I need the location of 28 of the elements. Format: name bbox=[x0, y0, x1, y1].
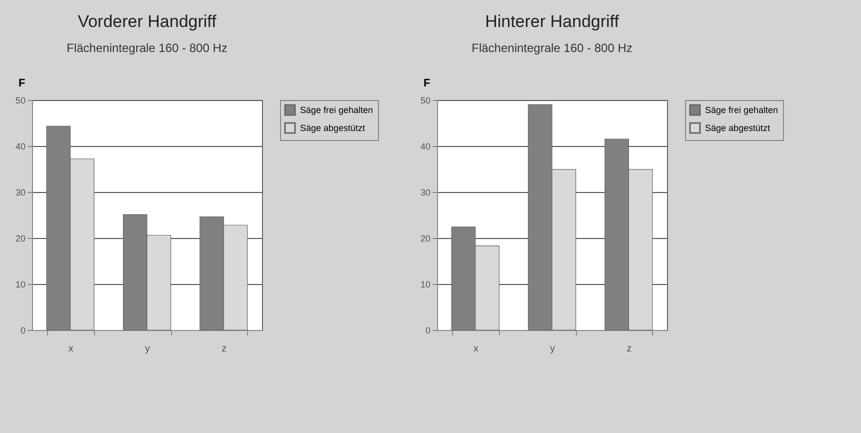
y-tick-label: 10 bbox=[420, 280, 430, 290]
x-tick-label: x bbox=[473, 344, 478, 354]
legend-label: Säge frei gehalten bbox=[300, 105, 374, 115]
y-tick-label: 30 bbox=[15, 188, 26, 198]
y-tick-label: 40 bbox=[15, 142, 26, 152]
x-tick-label: z bbox=[222, 344, 227, 354]
legend-label: Säge abgestützt bbox=[300, 123, 366, 133]
y-tick-label: 50 bbox=[15, 96, 26, 106]
y-axis-title: F bbox=[18, 78, 26, 90]
y-tick-label: 30 bbox=[420, 188, 430, 198]
y-axis-title: F bbox=[424, 78, 430, 90]
x-tick-label: y bbox=[145, 344, 150, 354]
y-tick-label: 0 bbox=[425, 326, 430, 336]
x-tick-label: y bbox=[550, 344, 555, 354]
x-tick-label: z bbox=[626, 344, 632, 354]
y-tick-label: 40 bbox=[420, 142, 430, 152]
y-tick-label: 10 bbox=[15, 280, 26, 290]
y-tick-label: 20 bbox=[15, 234, 26, 244]
y-tick-label: 50 bbox=[420, 96, 430, 106]
chart-title: Hinterer Handgriff bbox=[485, 12, 620, 31]
y-tick-label: 20 bbox=[420, 234, 430, 244]
legend-label: Säge abgestützt bbox=[705, 123, 771, 133]
chart-title: Vorderer Handgriff bbox=[78, 12, 217, 31]
legend-label: Säge frei gehalten bbox=[705, 105, 778, 115]
chart-subtitle: Flächenintegrale 160 - 800 Hz bbox=[472, 41, 632, 55]
x-tick-label: x bbox=[68, 344, 74, 354]
chart-subtitle: Flächenintegrale 160 - 800 Hz bbox=[66, 41, 228, 55]
y-tick-label: 0 bbox=[20, 326, 26, 336]
